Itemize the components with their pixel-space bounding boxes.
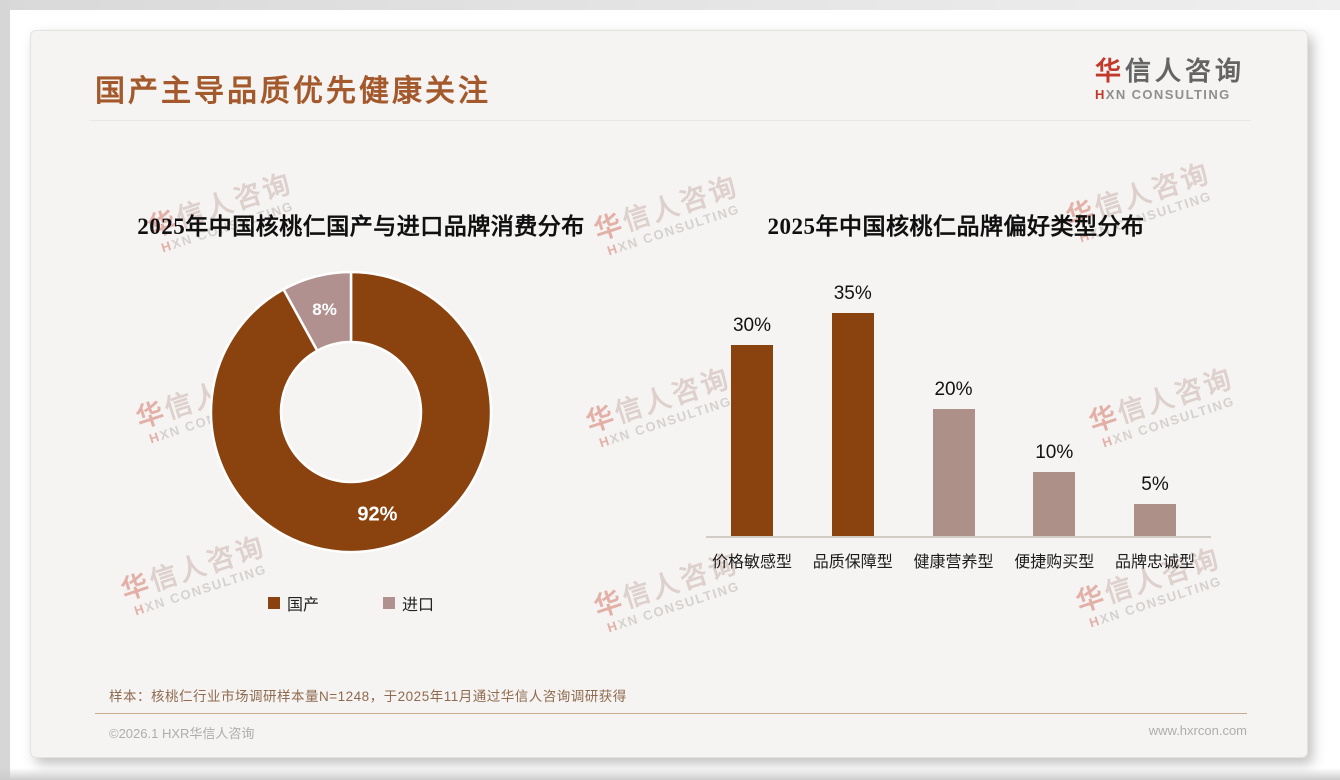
legend-swatch-0 (267, 597, 280, 609)
donut-slice-label-0: 92% (357, 504, 397, 526)
company-logo: 华信人咨询 HXN CONSULTING (1094, 56, 1245, 103)
bar-value-label-1: 35% (833, 283, 872, 304)
bar-value-label-4: 5% (1141, 474, 1169, 496)
bar-category-label-0: 价格敏感型 (711, 554, 792, 571)
logo-en-rest: XN CONSULTING (1105, 86, 1231, 102)
copyright-text: ©2026.1 HXR华信人咨询 (109, 726, 255, 741)
bar-2 (932, 408, 975, 536)
viewport-edge-top (0, 0, 1340, 10)
donut-chart-title: 2025年中国核桃仁国产与进口品牌消费分布 (137, 214, 585, 239)
donut-slice-1 (282, 270, 353, 352)
legend-item-0: 国产 (267, 591, 319, 615)
logo-cn-text: 华信人咨询 (1094, 56, 1245, 87)
donut-legend: 国产 进口 (201, 591, 501, 615)
donut-chart: 92% 8% (209, 270, 493, 554)
donut-slice-0 (209, 270, 493, 554)
title-divider (89, 120, 1251, 121)
website-url: www.hxrcon.com (1148, 723, 1247, 738)
bar-category-label-4: 品牌忠诚型 (1114, 554, 1195, 571)
slide-card: 华信人咨询 HXN CONSULTING 华信人咨询 HXN CONSULTING 华信… (30, 30, 1308, 758)
logo-en-first-char: H (1094, 86, 1106, 102)
viewport-edge-left (0, 0, 10, 780)
legend-label-1: 进口 (402, 597, 435, 614)
bar-value-label-0: 30% (732, 314, 772, 336)
bar-category-label-2: 健康营养型 (913, 554, 994, 571)
page-title: 国产主导品质优先健康关注 (95, 75, 491, 108)
bar-chart: 30% 价格敏感型 35% 品质保障型 20% 健康营养型 10% 便捷购买型 5% 品牌忠诚型 (706, 283, 1211, 571)
bar-1 (831, 313, 874, 536)
bar-4 (1134, 504, 1176, 536)
logo-cn-first-char: 华 (1094, 56, 1125, 86)
bar-category-label-3: 便捷购买型 (1014, 554, 1095, 571)
bar-value-label-2: 20% (934, 378, 973, 400)
legend-swatch-1 (383, 597, 395, 609)
slide-content: 国产主导品质优先健康关注 华信人咨询 HXN CONSULTING 2025年中… (31, 31, 1307, 757)
footer-bar: ©2026.1 HXR华信人咨询 www.hxrcon.com (109, 723, 1247, 742)
sample-footnote: 样本：核桃仁行业市场调研样本量N=1248，于2025年11月通过华信人咨询调研… (109, 689, 627, 704)
logo-cn-rest: 信人咨询 (1124, 56, 1245, 86)
bar-0 (731, 344, 773, 536)
donut-slice-label-1: 8% (312, 300, 337, 319)
legend-label-0: 国产 (286, 597, 319, 614)
bar-value-label-3: 10% (1035, 442, 1074, 464)
bar-chart-title: 2025年中国核桃仁品牌偏好类型分布 (767, 214, 1145, 239)
logo-en-text: HXN CONSULTING (1094, 86, 1245, 103)
bar-category-label-1: 品质保障型 (812, 554, 893, 571)
footer-divider (95, 713, 1247, 714)
viewport-edge-bottom (0, 768, 1340, 780)
bar-3 (1033, 472, 1076, 536)
legend-item-1: 进口 (383, 591, 434, 615)
